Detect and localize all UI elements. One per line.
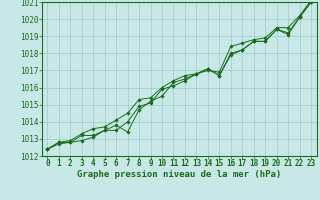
X-axis label: Graphe pression niveau de la mer (hPa): Graphe pression niveau de la mer (hPa) xyxy=(77,170,281,179)
